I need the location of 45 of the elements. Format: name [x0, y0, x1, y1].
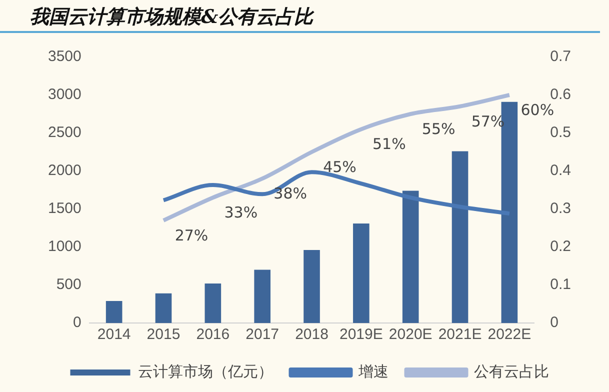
y-tick-label: 2000 — [48, 162, 82, 180]
line-series — [162, 93, 512, 222]
bar — [304, 250, 320, 323]
legend-label: 云计算市场（亿元） — [138, 364, 273, 381]
bar — [155, 293, 172, 323]
data-label: 27% — [174, 226, 208, 244]
data-label: 55% — [422, 120, 456, 138]
y2-tick-label: 0.6 — [550, 86, 572, 104]
y-tick-label: 3000 — [48, 86, 82, 104]
bar — [353, 223, 370, 323]
data-label: 60% — [520, 100, 554, 119]
x-tick-label: 2018 — [295, 326, 328, 344]
x-tick-label: 2017 — [246, 326, 280, 344]
bar — [452, 151, 468, 323]
chart-title: 我国云计算市场规模&公有云占比 — [30, 5, 314, 30]
y2-tick-label: 0.3 — [550, 200, 572, 218]
y-tick-label: 1000 — [48, 238, 82, 256]
legend-label: 增速 — [357, 364, 388, 381]
x-tick-label: 2019E — [339, 326, 383, 344]
bar — [204, 283, 222, 323]
y2-tick-label: 0.2 — [550, 238, 572, 256]
data-label: 45% — [323, 158, 356, 176]
y2-tick-label: 0.4 — [550, 162, 572, 180]
y2-tick-label: 0 — [550, 314, 558, 332]
y-tick-label: 0 — [73, 314, 82, 332]
x-tick-label: 2015 — [146, 326, 180, 344]
data-label: 51% — [372, 135, 406, 154]
x-tick-label: 2014 — [97, 326, 131, 344]
bar — [402, 190, 419, 323]
y-tick-label: 2500 — [48, 124, 82, 142]
y-tick-label: 500 — [56, 276, 82, 294]
legend-label: 公有云占比 — [474, 364, 549, 381]
data-label: 33% — [224, 203, 258, 222]
y2-tick-label: 0.5 — [550, 124, 572, 142]
data-label: 38% — [274, 184, 308, 202]
x-tick-label: 2020E — [388, 326, 432, 344]
y-tick-label: 3500 — [48, 48, 82, 66]
bar — [254, 270, 270, 323]
bar — [106, 300, 122, 323]
y-tick-label: 1500 — [48, 200, 82, 218]
y2-tick-label: 0.1 — [550, 276, 572, 294]
x-tick-label: 2022E — [488, 326, 532, 344]
y2-tick-label: 0.7 — [550, 48, 572, 66]
x-tick-label: 2016 — [196, 326, 230, 344]
x-tick-label: 2021E — [438, 326, 482, 344]
